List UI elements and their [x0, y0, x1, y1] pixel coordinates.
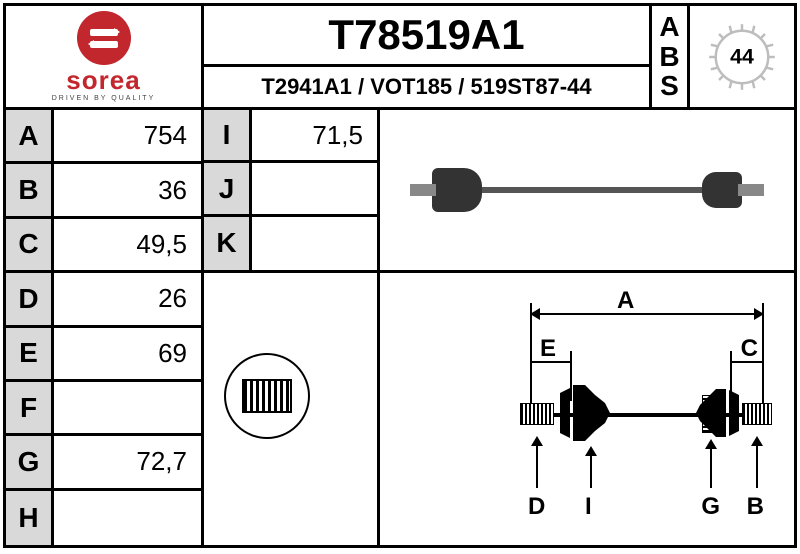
brand-logo-cell: sorea DRIVEN BY QUALITY — [6, 6, 204, 107]
dimensions-column-left: A 754 B 36 C 49,5 D 26 E 69 F — [6, 110, 204, 545]
spline-detail-circle — [224, 353, 310, 439]
dimension-diagram: A E C — [380, 273, 794, 542]
drive-shaft-icon — [402, 160, 772, 220]
dim-row-C: C 49,5 — [6, 219, 201, 273]
product-photo — [380, 110, 794, 273]
brand-name: sorea — [66, 67, 140, 93]
diagram-label-C: C — [741, 335, 758, 363]
spline-left — [520, 403, 554, 425]
cv-boot-left — [555, 383, 615, 443]
title-block: T78519A1 T2941A1 / VOT185 / 519ST87-44 — [204, 6, 652, 107]
spec-card: sorea DRIVEN BY QUALITY T78519A1 T2941A1… — [3, 3, 797, 548]
abs-label: A B S — [652, 6, 690, 107]
body-row: A 754 B 36 C 49,5 D 26 E 69 F — [6, 110, 794, 545]
spline-detail-zone — [204, 273, 377, 542]
diagram-label-A: A — [617, 287, 634, 315]
diagram-label-E: E — [540, 335, 556, 363]
header-row: sorea DRIVEN BY QUALITY T78519A1 T2941A1… — [6, 6, 794, 110]
diagram-label-I: I — [585, 493, 592, 521]
dim-row-H: H — [6, 491, 201, 545]
dim-row-I: I 71,5 — [204, 110, 377, 163]
dim-row-B: B 36 — [6, 164, 201, 218]
diagram-label-G: G — [701, 493, 720, 521]
cross-references: T2941A1 / VOT185 / 519ST87-44 — [204, 67, 649, 107]
gear-icon: 44 // inline teeth drawing skipped in st… — [701, 16, 783, 98]
dim-label: A — [6, 110, 54, 161]
dim-value: 754 — [54, 110, 201, 161]
spline-right — [742, 403, 772, 425]
brand-logo-icon — [77, 11, 131, 65]
dim-row-J: J — [204, 163, 377, 216]
part-number: T78519A1 — [204, 6, 649, 67]
dim-row-D: D 26 — [6, 273, 201, 327]
diagram-label-D: D — [528, 493, 545, 521]
cv-boot-right — [692, 387, 744, 439]
image-area: A E C — [380, 110, 794, 545]
dim-row-A: A 754 — [6, 110, 201, 164]
dimensions-column-mid: I 71,5 J K — [204, 110, 380, 545]
dim-line-A — [530, 313, 764, 315]
mid-top: I 71,5 J K — [204, 110, 377, 273]
dim-row-E: E 69 — [6, 328, 201, 382]
brand-tagline: DRIVEN BY QUALITY — [52, 95, 156, 102]
dim-row-G: G 72,7 — [6, 436, 201, 490]
diagram-label-B: B — [747, 493, 764, 521]
spline-icon — [242, 379, 292, 413]
abs-teeth-cell: 44 // inline teeth drawing skipped in st… — [690, 6, 794, 107]
dim-row-F: F — [6, 382, 201, 436]
abs-teeth-value: 44 — [730, 44, 754, 68]
dim-row-K: K — [204, 217, 377, 270]
